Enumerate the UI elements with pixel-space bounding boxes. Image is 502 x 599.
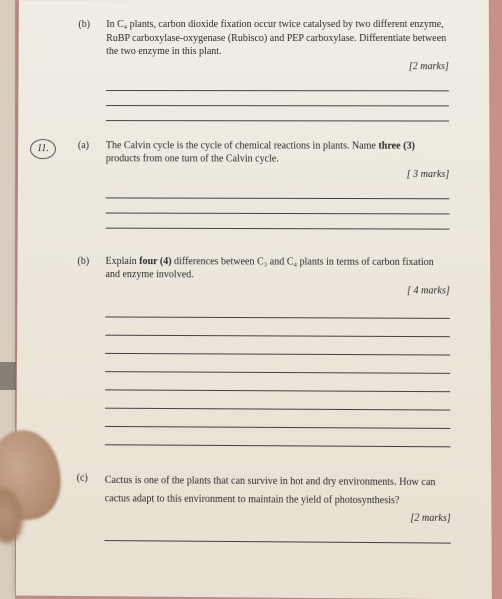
- qnum-11: 11.: [30, 139, 56, 159]
- question-10b: (b) In C₄ plants, carbon dioxide fixatio…: [78, 18, 449, 59]
- answer-lines-11c: [105, 525, 451, 543]
- text-11b: Explain four (4) differences between C₃ …: [105, 254, 449, 283]
- answer-line: [106, 106, 449, 121]
- question-11c: (c) Cactus is one of the plants that can…: [77, 471, 451, 510]
- answer-line: [105, 317, 450, 337]
- marks-11a: [ 3 marks]: [78, 168, 450, 180]
- label-11b: (b): [77, 254, 105, 266]
- question-11a: 11. (a) The Calvin cycle is the cycle of…: [78, 139, 449, 167]
- answer-line: [106, 198, 450, 214]
- text-10b: In C₄ plants, carbon dioxide fixation oc…: [106, 18, 449, 59]
- marks-11b: [ 4 marks]: [77, 284, 449, 297]
- text-11c: Cactus is one of the plants that can sur…: [105, 471, 451, 510]
- marks-11c: [2 marks]: [76, 510, 450, 524]
- marks-10b: [2 marks]: [78, 60, 449, 71]
- text-11a-bold: three (3): [378, 140, 414, 151]
- answer-line: [105, 335, 450, 355]
- answer-line: [106, 213, 450, 229]
- text-11a-pre: The Calvin cycle is the cycle of chemica…: [106, 140, 379, 152]
- answer-line: [105, 353, 450, 373]
- text-11a: The Calvin cycle is the cycle of chemica…: [106, 139, 449, 167]
- label-11a: (a): [78, 139, 106, 151]
- answer-lines-11b: [105, 299, 451, 447]
- label-11c: (c): [77, 471, 105, 483]
- answer-line: [105, 390, 450, 410]
- answer-lines-10b: [106, 76, 449, 122]
- answer-line: [105, 299, 450, 319]
- answer-line: [106, 76, 449, 91]
- answer-line: [106, 91, 449, 106]
- answer-line: [105, 525, 451, 543]
- answer-line: [106, 183, 450, 199]
- answer-line: [105, 426, 451, 446]
- exam-page: (b) In C₄ plants, carbon dioxide fixatio…: [16, 0, 492, 599]
- answer-lines-11a: [106, 183, 450, 229]
- answer-line: [105, 372, 450, 392]
- page-side-tab: [0, 362, 16, 390]
- answer-line: [105, 408, 450, 428]
- label-10b: (b): [78, 18, 106, 30]
- text-11a-post: products from one turn of the Calvin cyc…: [106, 153, 279, 164]
- text-11b-pre: Explain: [105, 255, 139, 266]
- text-11b-bold: four (4): [139, 255, 171, 266]
- question-11b: (b) Explain four (4) differences between…: [77, 254, 449, 283]
